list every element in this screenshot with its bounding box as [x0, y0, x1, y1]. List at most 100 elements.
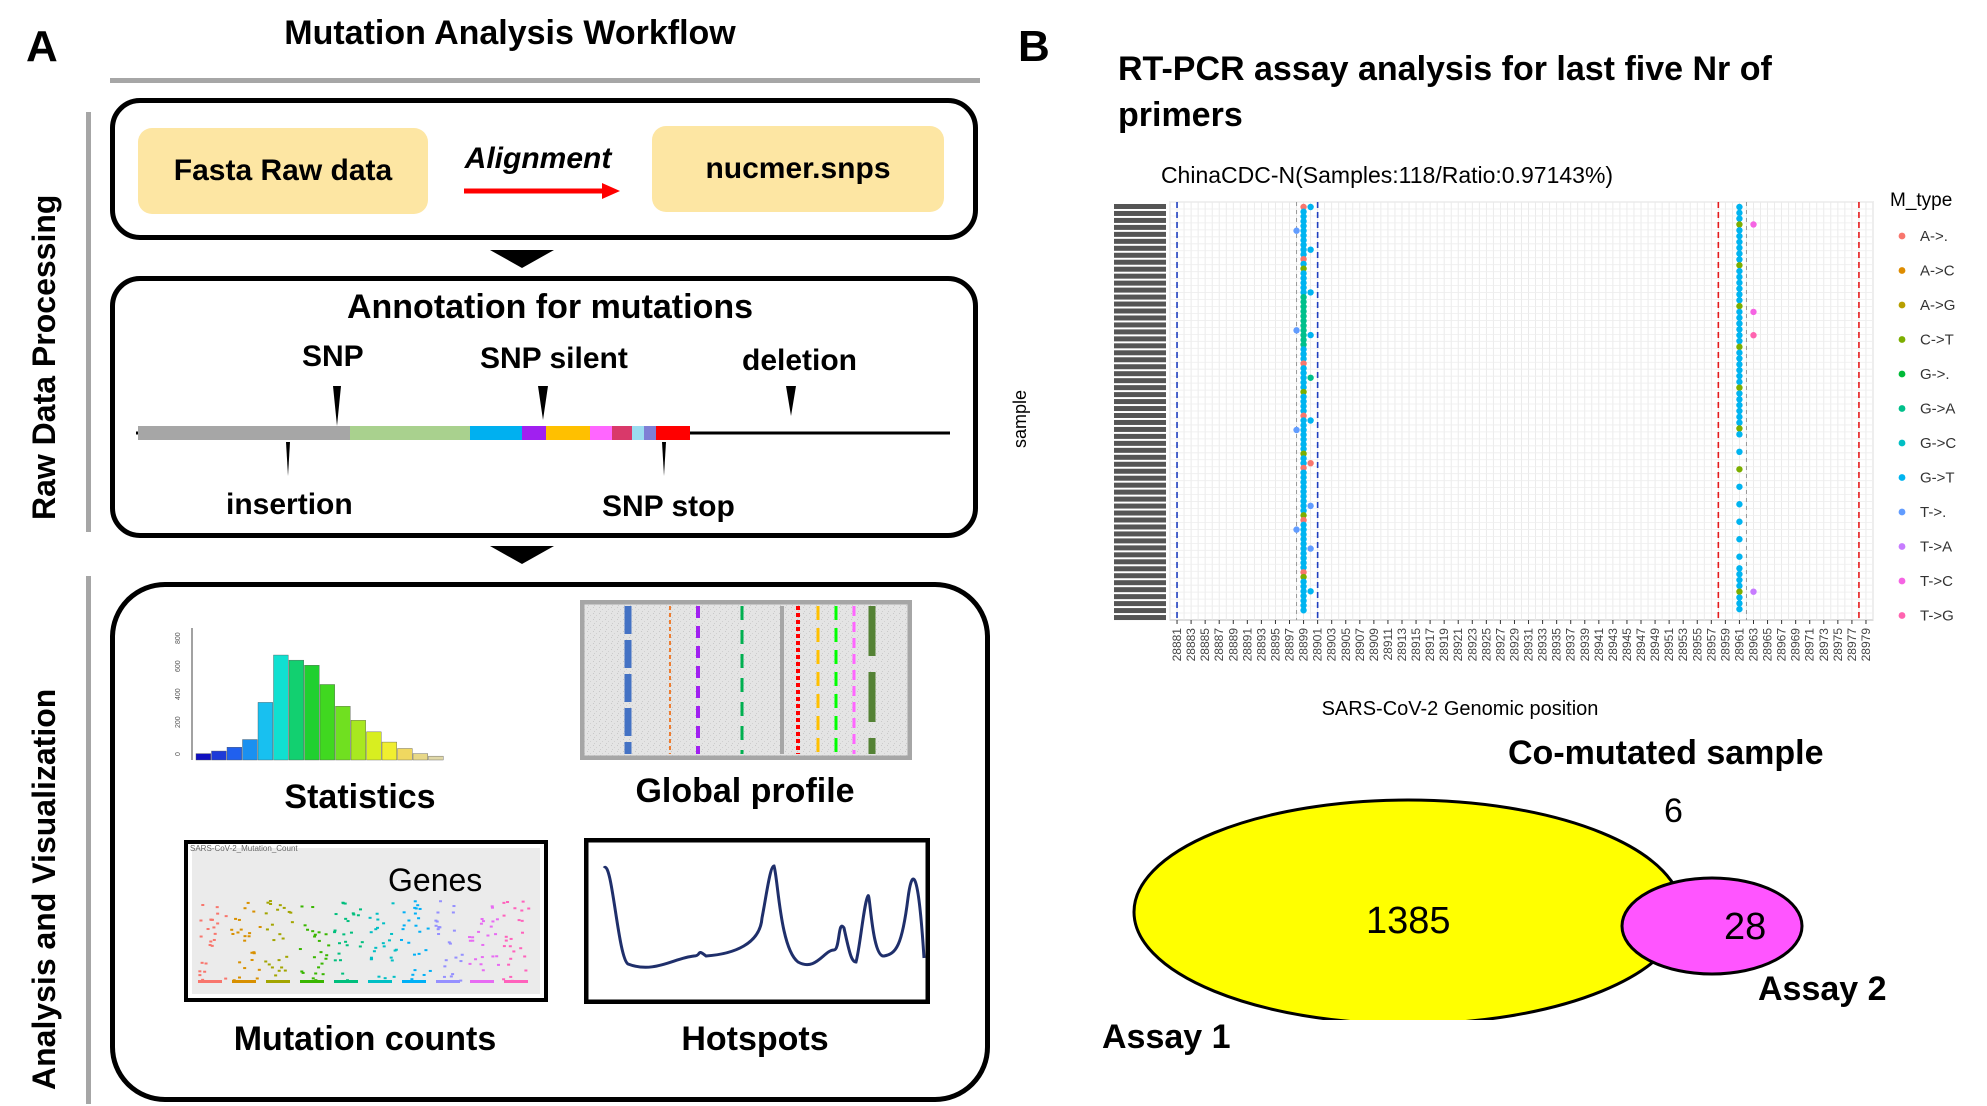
mutation-point: [1300, 540, 1307, 548]
mutation-point: [1300, 284, 1307, 291]
count-dot: [368, 916, 372, 919]
count-dot: [278, 904, 282, 907]
count-dot: [237, 918, 241, 921]
mutation-point: [1307, 331, 1314, 339]
x-tick-label: 28965: [1761, 628, 1775, 662]
count-dot: [320, 962, 324, 965]
mutation-point: [1300, 232, 1307, 239]
mutation-point: [1736, 308, 1743, 316]
count-dot: [334, 913, 338, 916]
legend-swatch: [1898, 577, 1906, 585]
assay2-count: 28: [1724, 906, 1767, 948]
count-dot: [377, 975, 381, 978]
legend-swatch: [1898, 301, 1906, 309]
count-dot: [319, 951, 323, 954]
hist-bar: [335, 706, 351, 761]
sample-tick-label: [1114, 210, 1166, 216]
sample-tick-label: [1114, 301, 1166, 307]
mutation-point: [1300, 516, 1307, 524]
sample-tick-label: [1114, 566, 1166, 572]
mutation-point: [1300, 569, 1307, 576]
count-dot: [411, 973, 415, 976]
alignment-arrow-icon: [464, 183, 620, 199]
genome-segment: [350, 426, 470, 440]
count-dot: [502, 978, 506, 981]
count-dot: [407, 941, 411, 944]
mutation-point: [1750, 221, 1757, 228]
mutation-point: [1300, 341, 1307, 348]
count-dot: [324, 957, 328, 960]
deletion-marker-icon: [786, 386, 796, 416]
count-dot: [203, 970, 207, 973]
hist-bar: [366, 731, 382, 761]
mutation-point: [1300, 274, 1307, 282]
count-dot: [369, 956, 373, 959]
mutation-point: [1300, 474, 1307, 481]
sample-tick-label: [1114, 447, 1166, 453]
count-dot: [264, 912, 268, 915]
mutation-point: [1300, 303, 1307, 310]
count-dot: [372, 950, 376, 953]
sample-tick-label: [1114, 308, 1166, 314]
sample-tick-label: [1114, 475, 1166, 481]
count-dot: [311, 906, 315, 909]
assay1-label: Assay 1: [1102, 1018, 1231, 1056]
count-dot: [426, 927, 430, 930]
mutation-point: [1300, 255, 1307, 263]
count-dot: [471, 936, 475, 939]
count-dot: [507, 963, 511, 966]
count-dot: [527, 907, 531, 910]
mutation-point: [1736, 238, 1743, 246]
count-dot: [300, 905, 304, 908]
sample-tick-label: [1114, 496, 1166, 502]
count-dot: [517, 919, 521, 922]
count-dot: [401, 928, 405, 931]
sample-tick-label: [1114, 364, 1166, 370]
count-dot: [390, 932, 394, 935]
count-dot: [479, 922, 483, 925]
mutation-point: [1300, 521, 1307, 529]
count-dot: [489, 925, 493, 928]
count-dot: [417, 917, 421, 920]
sample-tick-label: [1114, 315, 1166, 321]
sample-tick-label: [1114, 608, 1166, 614]
count-dot: [252, 951, 256, 954]
x-tick-label: 28895: [1268, 628, 1282, 662]
x-tick-label: 28975: [1831, 628, 1845, 662]
count-dot: [452, 929, 456, 932]
x-tick-label: 28941: [1592, 628, 1606, 662]
sample-tick-label: [1114, 413, 1166, 418]
count-dot: [369, 931, 373, 934]
count-dot: [317, 939, 321, 942]
mutation-point: [1736, 326, 1743, 333]
legend-swatch: [1898, 474, 1906, 481]
count-dot: [481, 920, 485, 923]
count-dot: [252, 910, 256, 913]
count-dot: [447, 941, 451, 944]
venn-overlap-count: 6: [1664, 792, 1683, 830]
mutation-point: [1736, 355, 1743, 362]
count-dot: [338, 959, 342, 962]
mutation-point: [1300, 488, 1307, 495]
sample-tick-label: [1114, 329, 1166, 335]
mutation-point: [1736, 203, 1743, 211]
mutation-point: [1293, 327, 1300, 334]
mutation-point: [1736, 332, 1743, 339]
mutation-point: [1750, 308, 1757, 316]
count-dot: [417, 952, 421, 955]
count-dot: [418, 930, 422, 933]
sample-tick-label: [1114, 238, 1166, 244]
hist-bar: [226, 746, 242, 761]
count-dot: [243, 935, 247, 938]
count-dot: [486, 934, 490, 937]
sample-tick-label: [1114, 204, 1166, 209]
count-dot: [474, 958, 478, 961]
genome-segment: [644, 426, 656, 440]
hist-bar: [319, 684, 335, 761]
mutation-point: [1307, 417, 1314, 424]
insertion-marker-icon: [286, 442, 290, 476]
count-dot: [416, 904, 420, 907]
count-dot: [201, 978, 205, 981]
mutation-point: [1736, 413, 1743, 421]
count-dot: [477, 930, 481, 933]
